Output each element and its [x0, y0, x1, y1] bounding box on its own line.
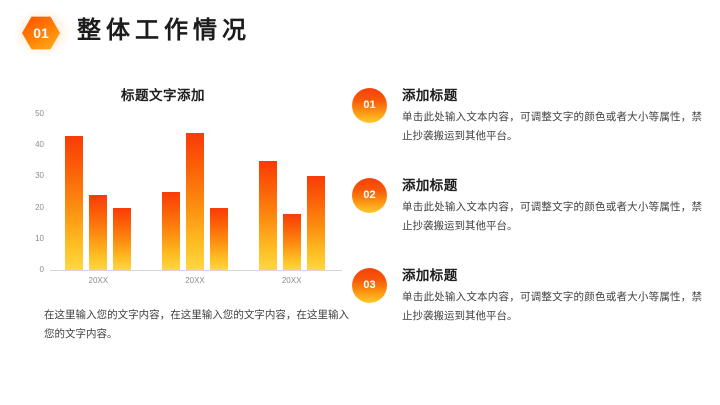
x-axis-tick-label: 20XX — [185, 276, 205, 285]
section-number-label: 01 — [33, 25, 49, 41]
y-axis-tick: 0 — [39, 265, 44, 274]
bar — [65, 135, 84, 270]
chart-title: 标题文字添加 — [121, 88, 205, 103]
y-axis-tick: 10 — [35, 233, 44, 243]
bar — [89, 195, 108, 270]
plot-area — [50, 114, 340, 270]
list-item-title: 添加标题 — [402, 268, 458, 283]
list-item-body: 单击此处输入文本内容，可调整文字的颜色或者大小等属性，禁止抄袭搬运到其他平台。 — [402, 111, 702, 142]
y-axis-tick: 40 — [35, 140, 44, 150]
list-item-body: 单击此处输入文本内容，可调整文字的颜色或者大小等属性，禁止抄袭搬运到其他平台。 — [402, 201, 702, 232]
y-axis-tick: 20 — [35, 202, 44, 212]
list-item[interactable]: 01 添加标题单击此处输入文本内容，可调整文字的颜色或者大小等属性，禁止抄袭搬运到… — [348, 84, 708, 170]
y-axis: 50 40 30 20 10 0 — [18, 110, 44, 274]
x-axis-tick-label: 20XX — [88, 276, 109, 285]
bar — [185, 132, 204, 270]
bar — [161, 192, 180, 270]
y-axis-tick: 50 — [35, 109, 44, 118]
slide-header: 01 整体工作情况 — [0, 0, 720, 62]
bar — [258, 160, 277, 270]
list-item-number-badge: 01 — [352, 88, 387, 123]
list-item-number-label: 02 — [363, 189, 376, 201]
bar — [282, 213, 301, 270]
x-axis-line — [50, 270, 342, 271]
bar — [113, 207, 132, 270]
bar-chart: 50 40 30 20 10 0 20XX 20XX 20XX — [18, 110, 350, 286]
bar-group — [161, 114, 228, 270]
list-item-title: 添加标题 — [402, 88, 458, 103]
bar-groups — [50, 114, 340, 270]
list-item-number-label: 01 — [363, 99, 376, 111]
x-axis-tick-label: 20XX — [281, 276, 302, 285]
chart-panel: 标题文字添加 50 40 30 20 10 0 20XX 20XX 20XX 在这里输入您的文… — [18, 84, 358, 344]
list-item-number-badge: 03 — [352, 268, 387, 303]
list-item-number-badge: 02 — [352, 178, 387, 213]
list-item-title: 添加标题 — [402, 178, 458, 193]
bar-group — [258, 114, 325, 270]
x-axis-labels: 20XX 20XX 20XX — [50, 276, 340, 290]
list-item[interactable]: 03 添加标题单击此处输入文本内容，可调整文字的颜色或者大小等属性，禁止抄袭搬运到… — [348, 264, 708, 350]
bar-group — [65, 114, 132, 270]
list-item-number-label: 03 — [363, 279, 376, 291]
content-list: 01 添加标题 单击此处输入文本内容，可调整文字的颜色或者大小等属性，禁止抄袭搬运到… — [348, 84, 708, 344]
bar — [306, 176, 325, 270]
chart-caption: 在这里输入您的文字内容，在这里输入您的文字内容，在这里输入您的文字内容。 — [44, 309, 349, 340]
y-axis-tick: 30 — [35, 171, 44, 181]
section-number-badge: 01 — [22, 16, 60, 50]
list-item-body: 单击此处输入文本内容，可调整文字的颜色或者大小等属性，禁止抄袭搬运到其他平台。 — [402, 291, 702, 322]
page-title: 整体工作情况 — [77, 17, 251, 44]
list-item[interactable]: 02 添加标题单击此处输入文本内容，可调整文字的颜色或者大小等属性，禁止抄袭搬运到… — [348, 174, 708, 260]
bar — [209, 207, 228, 270]
